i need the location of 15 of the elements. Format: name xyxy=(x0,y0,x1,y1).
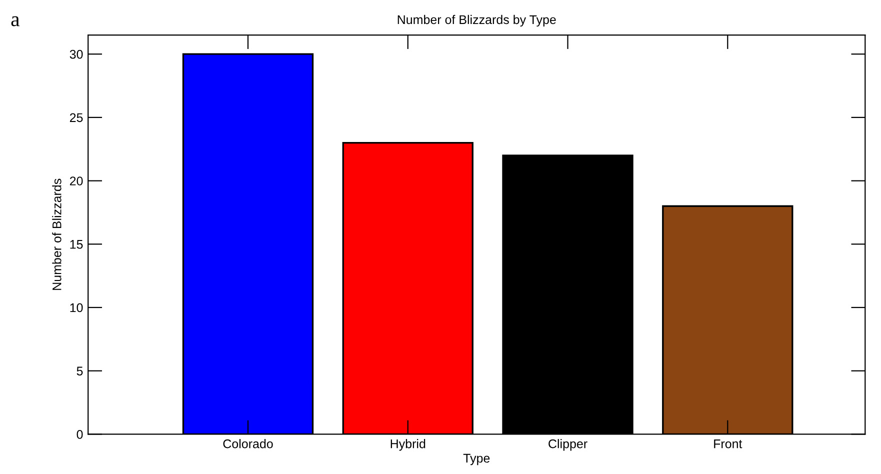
y-axis-title: Number of Blizzards xyxy=(52,178,62,290)
x-tick-label: Colorado xyxy=(223,439,273,448)
text: a xyxy=(11,16,20,26)
y-tick-label: 0 xyxy=(76,430,83,439)
y-tick-label: 5 xyxy=(76,366,83,376)
x-tick-label: Hybrid xyxy=(390,439,426,451)
chart-title: Number of Blizzards by Type xyxy=(398,14,556,27)
y-tick-label: 15 xyxy=(70,240,83,249)
x-tick-label: Front xyxy=(714,440,742,448)
x-axis-title: Type xyxy=(463,454,490,466)
y-tick-label: 20 xyxy=(70,176,83,186)
y-tick-label: 25 xyxy=(70,113,83,122)
x-tick-label: Clipper xyxy=(548,439,588,451)
y-tick-label: 10 xyxy=(70,303,83,312)
y-tick-label: 30 xyxy=(70,50,83,59)
